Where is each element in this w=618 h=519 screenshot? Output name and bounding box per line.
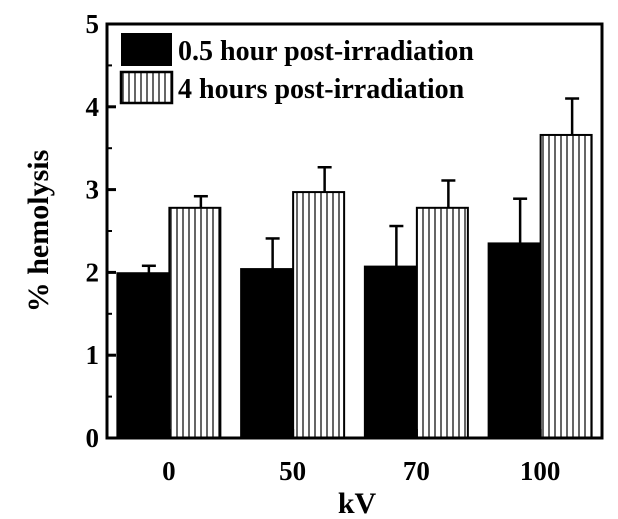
y-tick-label: 4 — [86, 92, 100, 122]
y-tick-label: 1 — [86, 340, 100, 370]
x-tick-label: 50 — [279, 456, 306, 486]
legend-label-series-2: 4 hours post-irradiation — [178, 74, 465, 105]
legend-swatch-series-2 — [119, 70, 174, 105]
y-axis-title: % hemolysis — [22, 150, 55, 313]
legend: 0.5 hour post-irradiation 4 hours post-i… — [119, 33, 474, 105]
x-axis: 0 50 70 100 — [162, 429, 560, 486]
y-axis: 0 1 2 3 4 5 — [86, 9, 116, 453]
bar-series-2 — [415, 206, 469, 439]
bar-series-1 — [116, 272, 170, 439]
y-tick-label: 3 — [86, 175, 100, 205]
x-tick-label: 0 — [162, 456, 176, 486]
bars-layer — [116, 133, 593, 440]
y-tick-label: 5 — [86, 9, 100, 39]
legend-swatch-series-1 — [121, 33, 172, 66]
y-tick-label: 2 — [86, 257, 100, 287]
bar-series-1 — [363, 265, 417, 439]
x-axis-title: kV — [338, 487, 377, 519]
bar-series-1 — [487, 242, 541, 439]
error-bars-layer — [141, 97, 580, 274]
bar-series-1 — [240, 268, 294, 440]
y-tick-label: 0 — [86, 423, 100, 453]
x-tick-label: 70 — [403, 456, 430, 486]
x-tick-label: 100 — [520, 456, 561, 486]
bar-series-2 — [292, 191, 346, 439]
bar-series-2 — [539, 133, 593, 439]
bar-series-2 — [168, 206, 222, 439]
legend-label-series-1: 0.5 hour post-irradiation — [178, 36, 474, 67]
